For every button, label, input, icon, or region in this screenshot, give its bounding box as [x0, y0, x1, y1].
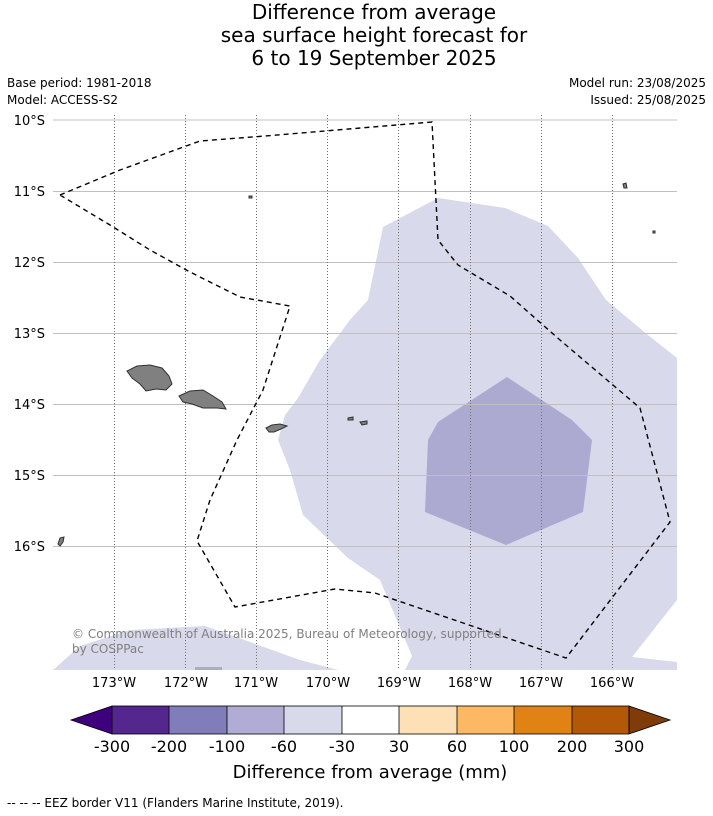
- anomaly-region-medium: [425, 377, 592, 545]
- islet-north: [248, 195, 253, 199]
- savaii-island: [126, 364, 173, 392]
- lat-label: 14°S: [14, 398, 45, 413]
- colorbar-tick: 100: [499, 737, 530, 756]
- lon-label: 169°W: [377, 676, 421, 691]
- colorbar-bin: [399, 706, 457, 734]
- islet-northeast: [622, 182, 628, 189]
- eez-borders: [58, 121, 671, 659]
- colorbar-tick: -30: [329, 737, 355, 756]
- lon-label: 173°W: [92, 676, 136, 691]
- title-line-3: 6 to 19 September 2025: [251, 46, 497, 70]
- colorbar-tick: 60: [447, 737, 467, 756]
- upolu-island: [178, 389, 227, 410]
- model-name: Model: ACCESS-S2: [7, 93, 119, 107]
- colorbar-label: Difference from average (mm): [233, 762, 508, 783]
- latitude-gridlines: [53, 119, 677, 547]
- lat-label: 16°S: [14, 540, 45, 555]
- lat-label: 11°S: [14, 185, 45, 200]
- colorbar-bin: [514, 706, 572, 734]
- map-figure: 10°S 11°S 12°S 13°S 14°S 15°S 16°S 173°W…: [14, 114, 677, 783]
- colorbar-arrow-low: [69, 705, 113, 735]
- lon-label: 167°W: [519, 676, 563, 691]
- lat-label: 13°S: [14, 327, 45, 342]
- colorbar-outline: [111, 705, 630, 735]
- colorbar-bin: [284, 706, 342, 734]
- colorbar-tick: 200: [557, 737, 588, 756]
- colorbar-bin: [112, 706, 169, 734]
- lon-label: 172°W: [164, 676, 208, 691]
- lon-label: 171°W: [234, 676, 278, 691]
- lat-label: 12°S: [14, 256, 45, 271]
- lat-label: 10°S: [14, 114, 45, 129]
- title-line-1: Difference from average: [251, 0, 497, 24]
- colorbar-bin: [342, 706, 399, 734]
- colorbar-tick: -300: [94, 737, 130, 756]
- lon-label: 168°W: [448, 676, 492, 691]
- eez-samoa-border: [58, 121, 671, 659]
- issued-date: Issued: 25/08/2025: [590, 93, 706, 107]
- lat-label: 15°S: [14, 469, 45, 484]
- colorbar-tick: -200: [151, 737, 187, 756]
- longitude-gridlines: [114, 115, 613, 670]
- eez-legend-note: -- -- -- EEZ border V11 (Flanders Marine…: [7, 796, 344, 810]
- islet-east: [652, 230, 656, 234]
- colorbar-bin: [572, 706, 629, 734]
- longitude-labels: 173°W 172°W 171°W 170°W 169°W 168°W 167°…: [92, 676, 634, 691]
- colorbar-tick: -60: [271, 737, 297, 756]
- manua-island-east: [359, 420, 368, 426]
- colorbar-arrow-high: [628, 705, 672, 735]
- tutuila-island: [265, 423, 289, 433]
- anomaly-region-light-bottom: [53, 626, 338, 670]
- colorbar-ticks: -300 -200 -100 -60 -30 30 60 100 200 300: [94, 737, 644, 756]
- colorbar-dividers: [168, 706, 573, 734]
- anomaly-strip-bottom: [195, 667, 222, 670]
- latitude-labels: 10°S 11°S 12°S 13°S 14°S 15°S 16°S: [14, 114, 45, 555]
- colorbar-bin: [227, 706, 284, 734]
- colorbar-tick: 30: [389, 737, 409, 756]
- islet-southwest: [57, 536, 65, 547]
- land-islands: [57, 182, 656, 547]
- manua-island-west: [347, 416, 354, 421]
- model-run: Model run: 23/08/2025: [568, 76, 706, 90]
- colorbar-tick: -100: [209, 737, 245, 756]
- colorbar: -300 -200 -100 -60 -30 30 60 100 200 300…: [69, 705, 672, 783]
- colorbar-bin: [169, 706, 227, 734]
- lon-label: 170°W: [306, 676, 350, 691]
- lon-label: 166°W: [590, 676, 634, 691]
- colorbar-tick: 300: [614, 737, 645, 756]
- title-line-2: sea surface height forecast for: [220, 23, 528, 47]
- copyright-credit: © Commonwealth of Australia 2025, Bureau…: [72, 627, 502, 656]
- base-period: Base period: 1981-2018: [7, 76, 152, 90]
- colorbar-bin: [457, 706, 514, 734]
